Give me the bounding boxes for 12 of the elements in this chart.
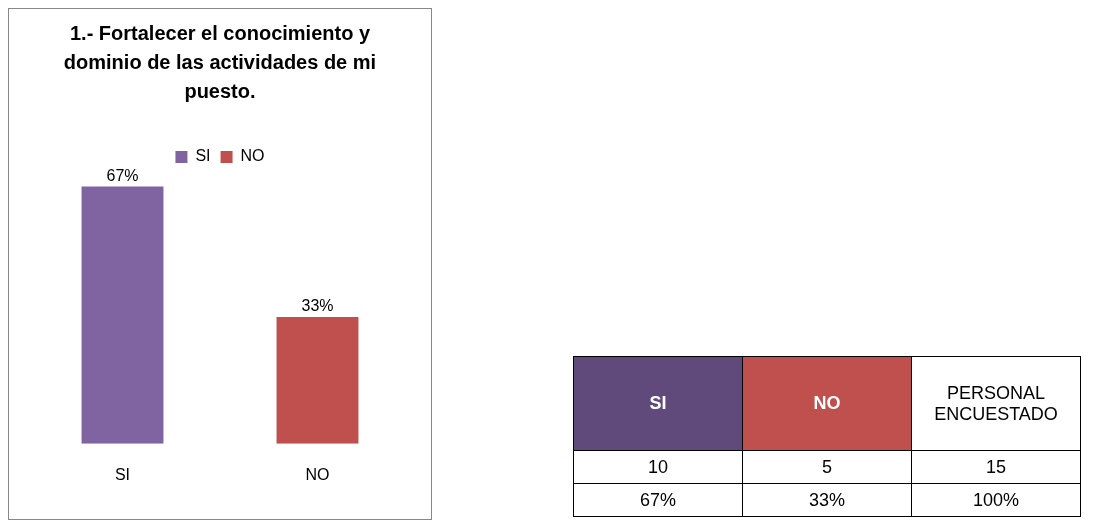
chart-title: 1.- Fortalecer el conocimiento y dominio de las actividades de mi puesto. [62,21,378,104]
data-label: 10 [573,450,743,484]
data-label: 100% [911,483,1081,517]
data-label: 33% [301,297,334,315]
legend-label: NO [240,147,265,165]
data-label: 33% [742,483,912,517]
data-label: 15 [911,450,1081,484]
category-label: PERSONAL ENCUESTADO [911,356,1081,451]
legend-label: SI [195,147,211,165]
data-label: 67% [573,483,743,517]
data-label: 67% [106,166,139,184]
data-label: 5 [742,450,912,484]
